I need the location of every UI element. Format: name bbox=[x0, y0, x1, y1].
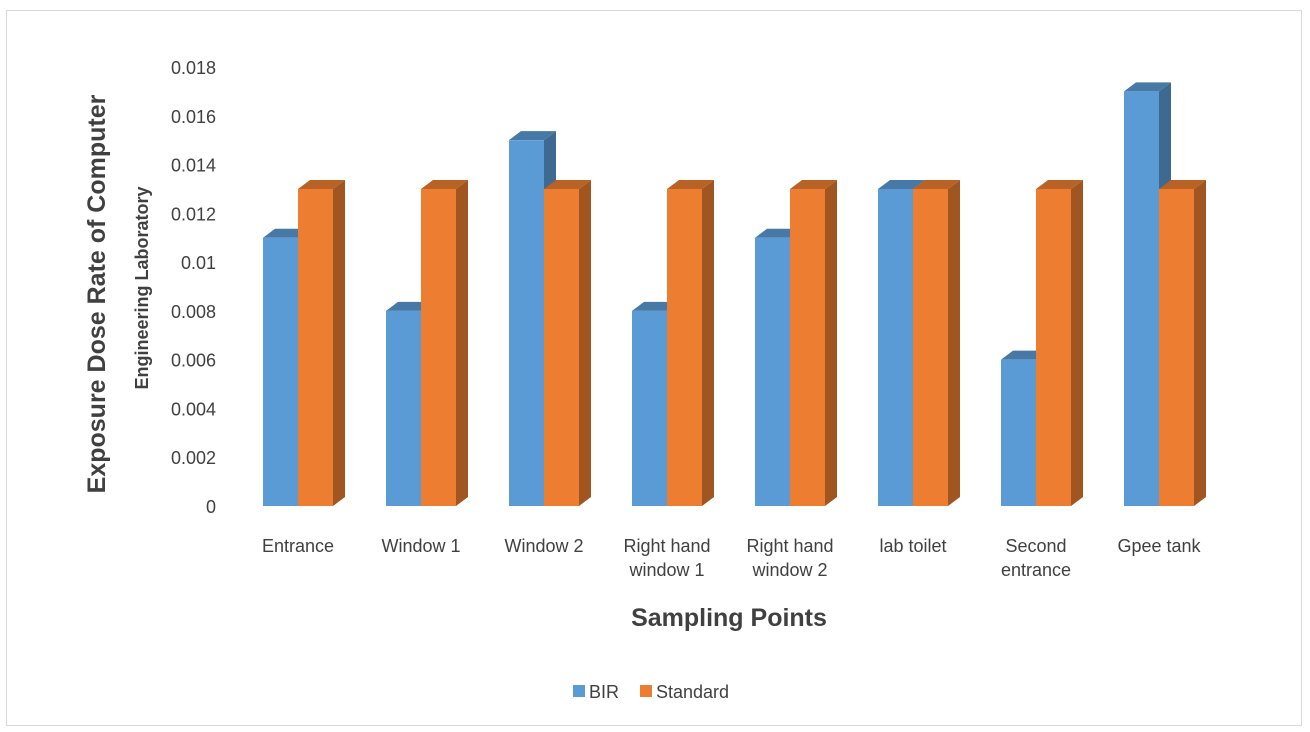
y-tick-label: 0.016 bbox=[171, 107, 216, 127]
bar-standard bbox=[298, 179, 345, 506]
bar-standard bbox=[421, 179, 468, 506]
bar-front bbox=[878, 188, 913, 506]
x-tick-label: Second entrance bbox=[1001, 536, 1071, 580]
x-tick-label: Gpee tank bbox=[1117, 536, 1201, 556]
y-tick-label: 0.012 bbox=[171, 204, 216, 224]
bar-front bbox=[755, 237, 790, 506]
bar-standard bbox=[913, 179, 960, 506]
bar-side bbox=[333, 179, 345, 506]
y-tick-label: 0 bbox=[206, 497, 216, 517]
x-tick-label: Right hand window 1 bbox=[623, 536, 710, 580]
legend-label-bir: BIR bbox=[589, 682, 619, 702]
y-tick-label: 0.008 bbox=[171, 302, 216, 322]
y-tick-label: 0.004 bbox=[171, 399, 216, 419]
y-axis-title: Exposure Dose Rate of Computer bbox=[83, 94, 111, 493]
y-tick-label: 0.002 bbox=[171, 448, 216, 468]
bar-side bbox=[579, 179, 591, 506]
bar-top bbox=[878, 179, 925, 189]
x-tick-label: Window 1 bbox=[381, 536, 460, 556]
bar-top bbox=[544, 179, 591, 189]
bar-front bbox=[298, 188, 333, 506]
bar-top bbox=[298, 179, 345, 189]
bar-front bbox=[790, 188, 825, 506]
bar-side bbox=[825, 179, 837, 506]
bar-top bbox=[509, 131, 556, 141]
bar-standard bbox=[1036, 179, 1083, 506]
bar-top bbox=[421, 179, 468, 189]
x-tick-label: Window 2 bbox=[504, 536, 583, 556]
bar-front bbox=[386, 310, 421, 506]
bar-front bbox=[667, 188, 702, 506]
x-tick-label: Right hand window 2 bbox=[746, 536, 833, 580]
bar-top bbox=[1036, 179, 1083, 189]
bar-front bbox=[263, 237, 298, 506]
y-tick-label: 0.018 bbox=[171, 58, 216, 78]
bar-front bbox=[1036, 188, 1071, 506]
legend-swatch-standard bbox=[640, 685, 652, 697]
bar-top bbox=[790, 179, 837, 189]
bar-front bbox=[509, 140, 544, 506]
y-tick-label: 0.014 bbox=[171, 156, 216, 176]
bar-top bbox=[1159, 179, 1206, 189]
bar-standard bbox=[667, 179, 714, 506]
x-tick-label: Entrance bbox=[262, 536, 334, 556]
bar-front bbox=[1001, 359, 1036, 506]
bar-side bbox=[456, 179, 468, 506]
legend-label-standard: Standard bbox=[656, 682, 729, 702]
bar-side bbox=[948, 179, 960, 506]
y-axis-ticks: 0 0.002 0.004 0.006 0.008 0.01 0.012 0.014 0.016… bbox=[171, 58, 216, 517]
legend: BIR Standard bbox=[573, 682, 729, 702]
bar-side bbox=[702, 179, 714, 506]
bar-front bbox=[544, 188, 579, 506]
bar-side bbox=[1071, 179, 1083, 506]
bar-top bbox=[913, 179, 960, 189]
bar-top bbox=[1124, 82, 1171, 92]
bar-front bbox=[1159, 188, 1194, 506]
y-tick-label: 0.006 bbox=[171, 351, 216, 371]
bar-front bbox=[913, 188, 948, 506]
bar-front bbox=[421, 188, 456, 506]
x-axis-ticks: Entrance Window 1 Window 2 Right hand window… bbox=[262, 536, 1202, 580]
bar-standard bbox=[790, 179, 837, 506]
legend-swatch-bir bbox=[573, 685, 585, 697]
bar-top bbox=[667, 179, 714, 189]
bar-standard bbox=[544, 179, 591, 506]
y-axis-subtitle: Engineering Laboratory bbox=[132, 186, 152, 389]
bar-standard bbox=[1159, 179, 1206, 506]
bar-front bbox=[632, 310, 667, 506]
bar-front bbox=[1124, 91, 1159, 506]
y-tick-label: 0.01 bbox=[181, 253, 216, 273]
bars-group bbox=[263, 82, 1206, 506]
x-axis-title: Sampling Points bbox=[631, 604, 827, 632]
x-tick-label: lab toilet bbox=[879, 536, 946, 556]
bar-side bbox=[1194, 179, 1206, 506]
